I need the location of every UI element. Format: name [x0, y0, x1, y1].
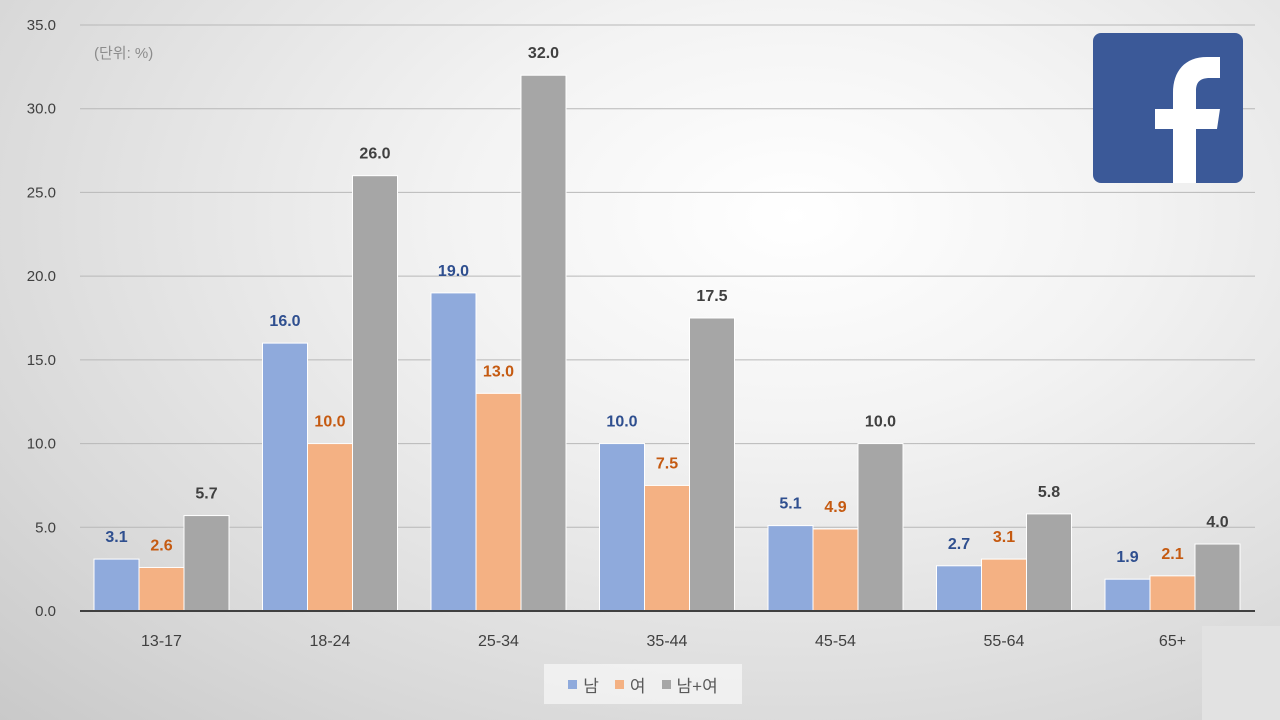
x-tick-label: 55-64 [984, 633, 1025, 650]
data-label: 26.0 [359, 146, 390, 163]
y-tick-label: 30.0 [27, 101, 56, 118]
data-label: 3.1 [993, 529, 1015, 546]
unit-note: (단위: %) [94, 45, 154, 62]
data-label: 5.7 [195, 486, 217, 503]
legend-label-total: 남+여 [676, 676, 718, 696]
bar-total [520, 74, 567, 612]
bar-male [262, 342, 308, 612]
bar-total [183, 515, 230, 612]
x-tick-label: 35-44 [647, 633, 688, 650]
y-tick-label: 15.0 [27, 352, 56, 369]
data-label: 7.5 [656, 455, 678, 472]
facebook-logo-icon [1093, 33, 1243, 188]
legend-item-male: 남 [568, 672, 599, 697]
y-tick-label: 10.0 [27, 436, 56, 453]
bar-total [1194, 543, 1241, 612]
data-label: 2.6 [150, 537, 172, 554]
bar-male [936, 565, 982, 612]
legend-label-female: 여 [629, 676, 646, 696]
bar-total [857, 443, 904, 612]
x-tick-label: 65+ [1159, 633, 1186, 650]
x-tick-label: 25-34 [478, 633, 519, 650]
x-tick-label: 45-54 [815, 633, 856, 650]
bar-female [644, 484, 690, 612]
corner-patch [1202, 626, 1280, 720]
data-label: 19.0 [438, 263, 469, 280]
legend-item-total: 남+여 [661, 672, 718, 697]
data-label: 4.0 [1206, 514, 1228, 531]
data-label: 2.1 [1161, 546, 1183, 563]
data-label: 5.1 [779, 496, 801, 513]
bar-female [981, 558, 1027, 612]
data-label: 10.0 [606, 414, 637, 431]
data-label: 17.5 [696, 288, 727, 305]
bar-total [689, 317, 735, 612]
bar-total [1026, 513, 1072, 612]
data-label: 32.0 [528, 45, 559, 62]
legend-label-male: 남 [583, 676, 599, 696]
legend-item-female: 여 [614, 672, 646, 697]
bar-male [767, 525, 814, 612]
y-tick-label: 25.0 [27, 184, 56, 201]
data-label: 13.0 [483, 363, 514, 380]
bar-male [93, 558, 140, 612]
data-label: 2.7 [948, 536, 970, 553]
data-label: 10.0 [865, 414, 896, 431]
bar-female [475, 392, 522, 612]
data-label: 10.0 [314, 414, 345, 431]
bar-male [430, 292, 477, 612]
x-tick-label: 18-24 [310, 633, 351, 650]
data-label: 4.9 [824, 499, 846, 516]
legend-swatch-total [661, 679, 671, 689]
bar-total [352, 175, 398, 612]
bar-female [307, 443, 353, 612]
data-label: 5.8 [1038, 484, 1060, 501]
y-tick-label: 5.0 [35, 519, 56, 536]
y-tick-label: 35.0 [27, 17, 56, 34]
y-tick-label: 0.0 [35, 603, 56, 620]
legend: 남 여 남+여 [544, 664, 742, 704]
data-label: 16.0 [269, 313, 300, 330]
bar-female [1149, 575, 1196, 612]
legend-swatch-female [614, 679, 624, 689]
y-tick-label: 20.0 [27, 268, 56, 285]
bar-female [812, 528, 859, 612]
x-tick-label: 13-17 [141, 633, 182, 650]
bar-male [599, 443, 645, 612]
bar-male [1104, 578, 1151, 612]
data-label: 1.9 [1116, 549, 1138, 566]
legend-swatch-male [568, 679, 578, 689]
data-label: 3.1 [105, 529, 127, 546]
bar-female [138, 566, 185, 612]
